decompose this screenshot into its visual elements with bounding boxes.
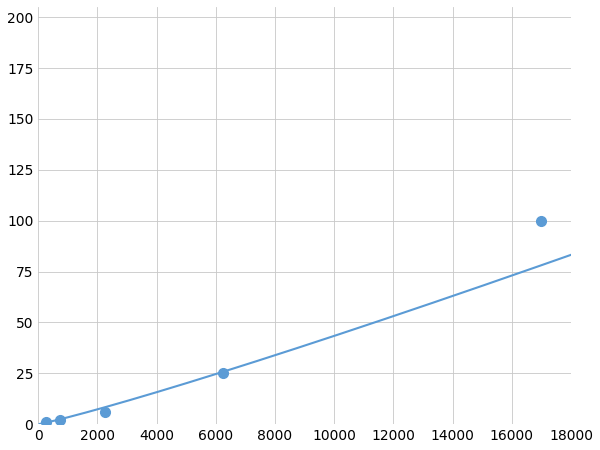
Point [218, 370, 228, 377]
Point [56, 417, 65, 424]
Point [536, 217, 546, 224]
Point [100, 409, 110, 416]
Point [41, 418, 50, 426]
